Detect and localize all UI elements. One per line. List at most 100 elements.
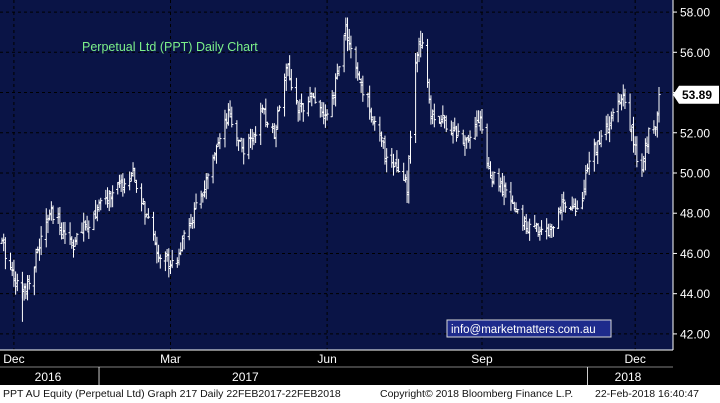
ohlc-bar [575, 200, 579, 210]
watermark-text: info@marketmatters.com.au [451, 324, 596, 336]
ohlc-bar [539, 220, 544, 235]
last-price-label: 53.89 [673, 85, 719, 104]
y-tick-label: 52.00 [680, 126, 710, 140]
ohlc-bar [562, 191, 566, 213]
ohlc-bar [361, 75, 365, 102]
ohlc-bar [432, 103, 436, 128]
watermark-box [446, 319, 612, 338]
ohlc-bar [206, 173, 210, 190]
footer-bar: PPT AU Equity (Perpetual Ltd) Graph 217 … [0, 385, 720, 403]
ohlc-bar [587, 151, 591, 176]
plot-area [0, 0, 673, 350]
ohlc-bar [182, 230, 186, 250]
ohlc-bar [277, 105, 282, 112]
ohlc-bar [373, 116, 377, 131]
ohlc-bar [563, 201, 567, 213]
ohlc-bar [99, 197, 103, 211]
ohlc-bar [408, 130, 413, 164]
ohlc-bar [242, 138, 246, 165]
ohlc-bar [584, 165, 588, 196]
ohlc-bar [349, 35, 353, 59]
y-tick-label: 58.00 [680, 6, 710, 20]
ohlc-bar [528, 218, 532, 241]
ohlc-bar [63, 221, 67, 244]
ohlc-bar [87, 220, 91, 239]
ohlc-bar [623, 88, 627, 110]
ohlc-bar [15, 273, 19, 292]
ohlc-bar [122, 178, 127, 194]
y-tick-label: 56.00 [680, 46, 710, 60]
ohlc-bar [385, 148, 389, 173]
ohlc-bar [265, 121, 270, 128]
y-tick-label: 50.00 [680, 166, 710, 180]
x-tick-label: Dec [3, 352, 24, 366]
grid-lines [0, 0, 673, 350]
x-tick-label: Dec [624, 352, 645, 366]
x-tick-label: Jun [317, 352, 336, 366]
ohlc-bar [325, 109, 329, 121]
chart-title: Perpetual Ltd (PPT) Daily Chart [82, 40, 258, 54]
ohlc-bar [230, 106, 234, 128]
ohlc-bar [635, 136, 639, 168]
price-chart: Perpetual Ltd (PPT) Daily Chart info@mar… [0, 0, 720, 385]
ohlc-bar [480, 108, 484, 134]
x-year-label: 2017 [232, 370, 259, 384]
ohlc-bar [158, 254, 162, 269]
last-price-value: 53.89 [682, 88, 712, 102]
ohlc-bar [599, 130, 603, 148]
ohlc-bar [39, 226, 43, 256]
footer-copyright: Copyright© 2018 Bloomberg Finance L.P. [380, 388, 574, 400]
ohlc-bar [444, 115, 448, 133]
ohlc-bar [146, 208, 150, 219]
watermark: info@marketmatters.com.au [446, 319, 612, 338]
x-axis: Dec Mar Jun Sep Dec 2016 2017 2018 [0, 349, 720, 385]
x-year-label: 2018 [615, 370, 642, 384]
ohlc-bar [456, 123, 460, 137]
ohlc-bar [301, 102, 305, 122]
ohlc-bar [111, 185, 115, 208]
y-tick-label: 46.00 [680, 247, 710, 261]
footer-security-info: PPT AU Equity (Perpetual Ltd) Graph 217 … [3, 388, 341, 400]
ohlc-bar [647, 127, 651, 154]
ohlc-bar [420, 32, 425, 49]
last-price-marker [673, 85, 719, 104]
y-tick-label: 42.00 [680, 327, 710, 341]
ohlc-bar [551, 226, 556, 237]
ohlc-bar [379, 131, 384, 147]
ohlc-bars [0, 17, 661, 322]
x-axis-background [0, 350, 720, 385]
footer-timestamp: 22-Feb-2018 16:40:47 [595, 388, 699, 400]
ohlc-bar [71, 239, 76, 258]
y-tick-label: 44.00 [680, 287, 710, 301]
y-axis: 42.0044.0046.0048.0050.0052.0054.0056.00… [672, 0, 720, 385]
ohlc-bar [235, 120, 239, 147]
ohlc-bar [51, 205, 55, 225]
ohlc-bar [313, 87, 317, 104]
ohlc-bar [3, 237, 8, 270]
ohlc-bar [254, 126, 258, 144]
ohlc-bar [580, 191, 585, 210]
ohlc-bar [492, 171, 496, 185]
ohlc-bar [75, 232, 79, 245]
ohlc-bar [134, 179, 139, 193]
ohlc-bar [611, 108, 615, 122]
ohlc-bar [468, 130, 472, 149]
ohlc-bar [454, 125, 459, 142]
ohlc-bar [276, 106, 280, 130]
ohlc-bar [170, 249, 174, 269]
ohlc-bar [27, 274, 31, 290]
x-tick-label: Sep [471, 352, 493, 366]
ohlc-bar [573, 198, 578, 217]
ohlc-bar [218, 133, 222, 150]
x-year-label: 2016 [35, 370, 62, 384]
ohlc-bar [194, 193, 198, 210]
ohlc-bar [516, 208, 520, 214]
x-tick-label: Mar [160, 352, 181, 366]
ohlc-bar [289, 69, 293, 91]
ohlc-bar [294, 77, 299, 105]
ohlc-bar [337, 66, 341, 77]
ohlc-bar [657, 86, 661, 123]
ohlc-bar [504, 182, 508, 198]
ohlc-bar [260, 104, 265, 114]
